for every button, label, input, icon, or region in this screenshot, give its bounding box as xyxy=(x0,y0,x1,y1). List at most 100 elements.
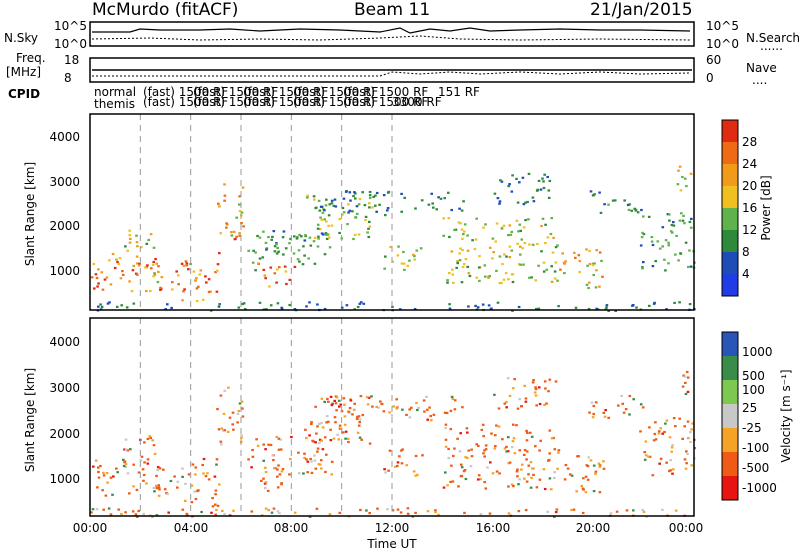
velocity-ytick-1000: 1000 xyxy=(49,472,80,486)
range-cell xyxy=(519,253,522,256)
velocity-ytick-labels: 1000 2000 3000 4000 xyxy=(49,335,80,486)
range-cell xyxy=(202,472,205,475)
range-cell xyxy=(445,411,449,415)
range-cell xyxy=(324,204,328,207)
range-cell xyxy=(499,179,502,182)
range-cell xyxy=(664,422,667,425)
range-cell xyxy=(137,509,140,513)
power-cbar-tick-16: 16 xyxy=(742,201,757,215)
range-cell xyxy=(374,194,377,197)
range-cell xyxy=(316,303,319,306)
range-cell xyxy=(498,255,502,258)
range-cell xyxy=(621,402,624,405)
range-cell xyxy=(135,241,139,244)
range-cell xyxy=(456,437,459,440)
range-cell xyxy=(223,183,226,186)
range-cell xyxy=(320,397,324,400)
range-cell xyxy=(502,278,506,281)
range-cell xyxy=(277,250,280,253)
range-cell xyxy=(120,304,123,307)
range-cell xyxy=(413,255,416,258)
power-heatmap xyxy=(90,165,696,312)
range-cell xyxy=(232,509,235,512)
range-cell xyxy=(586,478,590,481)
range-cell xyxy=(521,247,524,250)
range-cell xyxy=(443,197,446,200)
noise-left-label: N.Sky xyxy=(4,31,38,45)
range-cell xyxy=(412,253,415,256)
range-cell xyxy=(598,464,602,467)
range-cell xyxy=(155,514,159,517)
range-cell xyxy=(312,195,316,198)
range-cell xyxy=(277,464,280,467)
range-cell xyxy=(498,282,502,285)
range-cell xyxy=(124,438,128,441)
cpid-mode-themis: themis xyxy=(94,97,135,111)
range-cell xyxy=(396,254,400,257)
range-cell xyxy=(678,301,681,304)
range-cell xyxy=(406,507,410,510)
range-cell xyxy=(97,466,100,469)
range-cell xyxy=(210,511,213,514)
range-cell xyxy=(269,266,273,269)
range-cell xyxy=(677,259,680,262)
range-cell xyxy=(194,279,197,282)
range-cell xyxy=(622,411,626,414)
range-cell xyxy=(687,265,690,269)
range-cell xyxy=(489,308,493,311)
range-cell xyxy=(482,226,485,229)
range-cell xyxy=(143,441,146,444)
cpid-overlap-6: (fast) 1500 RF xyxy=(243,95,328,109)
range-cell xyxy=(543,487,547,491)
range-cell xyxy=(495,470,499,473)
range-cell xyxy=(238,209,242,213)
range-cell xyxy=(386,191,390,194)
power-colorbar-frame xyxy=(721,119,739,297)
range-cell xyxy=(276,302,280,305)
range-cell xyxy=(417,406,420,409)
range-cell xyxy=(553,448,557,451)
range-cell xyxy=(134,513,138,516)
range-cell xyxy=(333,198,337,201)
range-cell xyxy=(102,474,106,477)
range-cell xyxy=(403,268,406,271)
range-cell xyxy=(104,494,108,497)
range-cell xyxy=(521,176,525,179)
range-cell xyxy=(211,497,214,500)
range-cell xyxy=(455,266,458,269)
range-cell xyxy=(661,432,664,435)
range-cell xyxy=(602,460,605,463)
cpid-mode-normal: normal xyxy=(94,85,136,99)
range-cell xyxy=(231,423,234,426)
range-cell xyxy=(322,233,325,236)
range-cell xyxy=(352,237,355,241)
range-cell xyxy=(231,411,235,414)
velocity-xlabel: Time UT xyxy=(366,537,417,551)
range-cell xyxy=(371,206,374,209)
range-cell xyxy=(632,398,635,401)
range-cell xyxy=(600,259,603,262)
range-cell xyxy=(592,464,596,467)
range-cell xyxy=(457,485,460,488)
range-cell xyxy=(665,308,668,311)
range-cell xyxy=(343,403,346,406)
range-cell xyxy=(446,279,449,282)
range-cell xyxy=(668,213,671,216)
range-cell xyxy=(105,472,109,475)
range-cell xyxy=(628,394,632,398)
range-cell xyxy=(132,485,135,488)
range-cell xyxy=(275,252,279,255)
range-cell xyxy=(585,248,588,251)
range-cell xyxy=(414,511,417,514)
range-cell xyxy=(593,193,596,196)
range-cell xyxy=(97,268,100,271)
range-cell xyxy=(95,508,99,511)
range-cell xyxy=(142,512,145,516)
range-cell xyxy=(311,439,314,442)
range-cell xyxy=(664,269,667,272)
range-cell xyxy=(509,233,513,236)
range-cell xyxy=(405,464,408,467)
range-cell xyxy=(398,455,401,458)
range-cell xyxy=(367,235,371,239)
range-cell xyxy=(590,401,594,404)
